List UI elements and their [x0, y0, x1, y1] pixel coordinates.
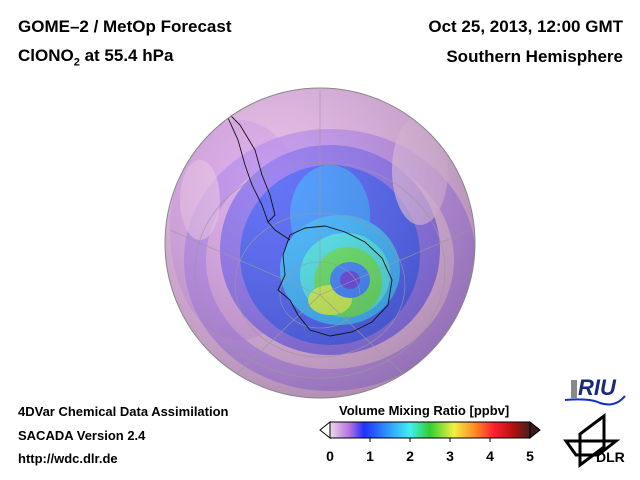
colorbar-tick: 5: [526, 448, 534, 464]
colorbar-title: Volume Mixing Ratio [ppbv]: [339, 403, 510, 418]
pressure-level: at 55.4 hPa: [79, 46, 174, 65]
title-line1: GOME–2 / MetOp Forecast: [18, 17, 232, 36]
species-subscript: 2: [73, 56, 80, 69]
colorbar-gradient: [329, 421, 531, 439]
species-label: ClONO2 at 55.4 hPa: [18, 46, 173, 68]
footer-line2: SACADA Version 2.4: [18, 428, 146, 443]
region-label: Southern Hemisphere: [446, 47, 623, 66]
dlr-logo: [563, 413, 621, 468]
colorbar-tick: 1: [366, 448, 374, 464]
svg-text:RIU: RIU: [578, 375, 617, 400]
colorbar-tick: 4: [486, 448, 494, 464]
species-name: ClONO: [18, 46, 74, 65]
coastlines: [214, 94, 393, 337]
riu-logo: RIU: [564, 375, 626, 406]
colorbar-min-arrow: [319, 420, 331, 440]
footer-url: http://wdc.dlr.de: [18, 451, 118, 466]
colorbar-tick: 0: [326, 448, 334, 464]
footer-line1: 4DVar Chemical Data Assimilation: [18, 404, 229, 419]
date-label: Oct 25, 2013, 12:00 GMT: [428, 17, 623, 36]
globe-field: [165, 88, 475, 398]
dlr-logo-text: DLR: [596, 449, 625, 465]
colorbar: [319, 420, 541, 442]
colorbar-max-arrow: [529, 420, 541, 440]
colorbar-tick: 3: [446, 448, 454, 464]
colorbar-tick: 2: [406, 448, 414, 464]
